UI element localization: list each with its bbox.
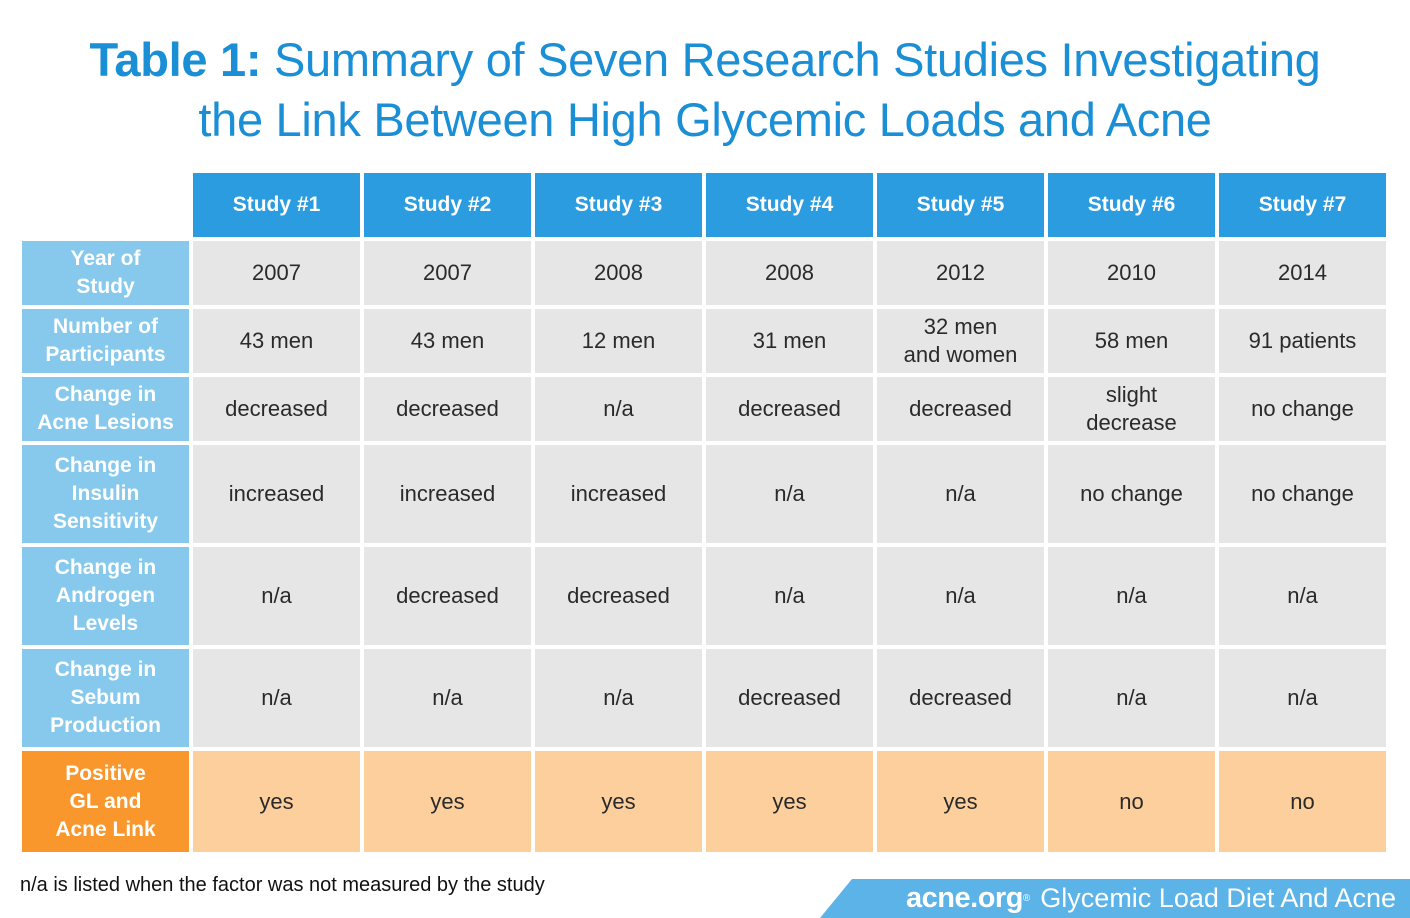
table-cell: decreased (193, 377, 360, 441)
table-cell: n/a (1048, 649, 1215, 747)
table-cell: increased (535, 445, 702, 543)
table-cell: decreased (535, 547, 702, 645)
row-header: Change in Insulin Sensitivity (22, 445, 189, 543)
table-cell: 2007 (364, 241, 531, 305)
table-cell: decreased (364, 377, 531, 441)
row-header: Change in Acne Lesions (22, 377, 189, 441)
table-cell: no change (1219, 377, 1386, 441)
table-cell: 31 men (706, 309, 873, 373)
row-header: Change in Sebum Production (22, 649, 189, 747)
table-cell: decreased (364, 547, 531, 645)
table-cell: no change (1048, 445, 1215, 543)
column-header-study-4: Study #4 (706, 173, 873, 237)
table-cell: n/a (535, 649, 702, 747)
row-header: Positive GL and Acne Link (22, 751, 189, 852)
table-cell: n/a (1048, 547, 1215, 645)
table-cell: 12 men (535, 309, 702, 373)
footnote: n/a is listed when the factor was not me… (20, 874, 545, 896)
table-cell: no (1048, 751, 1215, 852)
table-cell: yes (706, 751, 873, 852)
table-cell: n/a (706, 445, 873, 543)
corner-cell (22, 173, 189, 237)
title-line-1: Table 1: Summary of Seven Research Studi… (0, 30, 1410, 90)
row-header: Number of Participants (22, 309, 189, 373)
table-cell: n/a (877, 445, 1044, 543)
brand-logo: acne.org (906, 882, 1023, 914)
table-cell: 58 men (1048, 309, 1215, 373)
table-title: Table 1: Summary of Seven Research Studi… (0, 30, 1410, 150)
table-cell: yes (193, 751, 360, 852)
column-header-study-3: Study #3 (535, 173, 702, 237)
table-cell: increased (364, 445, 531, 543)
table-cell: n/a (193, 649, 360, 747)
row-header: Change in Androgen Levels (22, 547, 189, 645)
table-cell: yes (364, 751, 531, 852)
column-header-study-7: Study #7 (1219, 173, 1386, 237)
table-cell: n/a (1219, 649, 1386, 747)
table-cell: n/a (364, 649, 531, 747)
column-header-study-6: Study #6 (1048, 173, 1215, 237)
table-cell: n/a (193, 547, 360, 645)
table-cell: yes (877, 751, 1044, 852)
title-label: Table 1: (89, 33, 262, 86)
table-cell: n/a (1219, 547, 1386, 645)
column-header-study-1: Study #1 (193, 173, 360, 237)
table-cell: decreased (706, 649, 873, 747)
title-text-1: Summary of Seven Research Studies Invest… (273, 33, 1321, 86)
table-cell: 2008 (706, 241, 873, 305)
table-cell: n/a (535, 377, 702, 441)
column-header-study-5: Study #5 (877, 173, 1044, 237)
brand-tagline: Glycemic Load Diet And Acne (1040, 883, 1396, 913)
table-cell: 2008 (535, 241, 702, 305)
table-cell: no change (1219, 445, 1386, 543)
table-cell: 43 men (364, 309, 531, 373)
table-cell: 91 patients (1219, 309, 1386, 373)
study-summary-table: Study #1 Study #2 Study #3 Study #4 Study #5… (22, 173, 1386, 852)
table-cell: decreased (877, 649, 1044, 747)
table-cell: yes (535, 751, 702, 852)
title-line-2: the Link Between High Glycemic Loads and… (198, 93, 1212, 146)
table-cell: 43 men (193, 309, 360, 373)
table-cell: 32 men and women (877, 309, 1044, 373)
table-cell: 2010 (1048, 241, 1215, 305)
table-cell: slight decrease (1048, 377, 1215, 441)
registered-mark: ® (1022, 893, 1031, 904)
table-cell: 2007 (193, 241, 360, 305)
table-cell: 2014 (1219, 241, 1386, 305)
row-header: Year of Study (22, 241, 189, 305)
brand-banner: acne.org ® Glycemic Load Diet And Acne (820, 879, 1410, 918)
table-cell: n/a (706, 547, 873, 645)
column-header-study-2: Study #2 (364, 173, 531, 237)
table-cell: increased (193, 445, 360, 543)
table-cell: no (1219, 751, 1386, 852)
table-cell: decreased (877, 377, 1044, 441)
table-cell: n/a (877, 547, 1044, 645)
table-cell: decreased (706, 377, 873, 441)
table-cell: 2012 (877, 241, 1044, 305)
